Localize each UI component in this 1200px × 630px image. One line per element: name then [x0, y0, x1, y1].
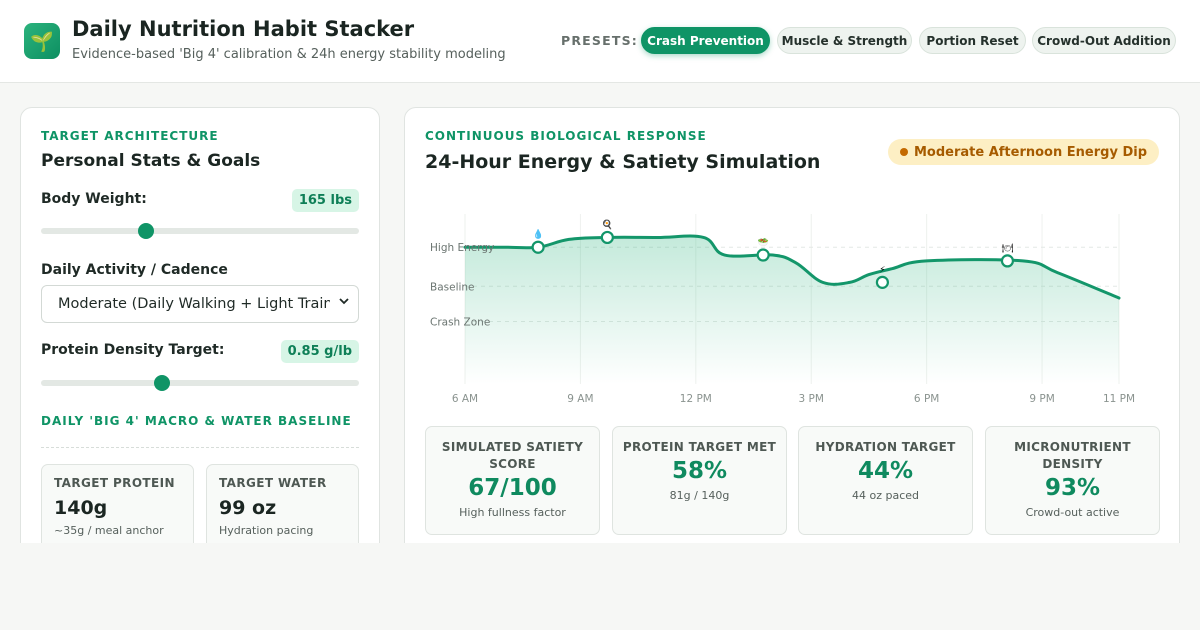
target-water-label: TARGET WATER	[219, 476, 327, 490]
micronutrient-density-value: 93%	[1044, 475, 1101, 501]
y-level-label: Baseline	[430, 281, 475, 293]
target-water-value: 99 oz	[219, 497, 277, 519]
energy-status-badge: Moderate Afternoon Energy Dip	[887, 139, 1159, 165]
x-tick-label: 3 PM	[799, 393, 824, 405]
stats-goals-panel: TARGET ARCHITECTURE Personal Stats & Goa…	[20, 107, 380, 607]
protein-density-slider[interactable]	[41, 375, 359, 391]
viewport-fold	[0, 543, 1200, 630]
y-level-label: Crash Zone	[430, 316, 490, 328]
presets-label: PRESETS:	[561, 33, 638, 48]
meal-event-marker[interactable]	[875, 275, 890, 289]
micronutrient-density-note: Crowd-out active	[1025, 506, 1120, 519]
app-subtitle: Evidence-based 'Big 4' calibration & 24h…	[72, 47, 506, 62]
hydration-target-note: 44 oz paced	[851, 489, 919, 502]
activity-label: Daily Activity / Cadence	[41, 262, 228, 278]
body-weight-value-badge: 165 lbs	[291, 189, 359, 212]
salad-icon: 🥗	[758, 237, 769, 248]
energy-status-text: Moderate Afternoon Energy Dip	[913, 144, 1147, 160]
protein-density-label: Protein Density Target:	[41, 342, 225, 358]
preset-portion-reset[interactable]: Portion Reset	[919, 27, 1026, 54]
x-tick-label: 11 PM	[1103, 393, 1135, 405]
hydration-target-value: 44%	[857, 458, 914, 484]
protein-density-slider-thumb[interactable]	[153, 375, 170, 391]
preset-muscle-strength[interactable]: Muscle & Strength	[777, 27, 912, 54]
body-weight-slider-thumb[interactable]	[137, 223, 154, 239]
target-water-note: Hydration pacing	[219, 524, 314, 537]
sprout-logo-icon: 🌱	[24, 23, 60, 59]
x-tick-label: 12 PM	[680, 393, 712, 405]
dinner-plate-icon: 🍽	[1002, 243, 1014, 254]
biological-response-tag: CONTINUOUS BIOLOGICAL RESPONSE	[425, 129, 707, 143]
activity-select[interactable]: Moderate (Daily Walking + Light Training…	[41, 285, 359, 323]
satiety-score-label: SIMULATED SATIETY SCORE	[441, 440, 584, 471]
satiety-score-value: 67/100	[468, 475, 557, 501]
energy-satiety-chart: High Energy Baseline Crash Zone 6 AM 9 AM 12…	[430, 214, 1135, 405]
meal-event-marker[interactable]	[756, 248, 770, 262]
target-protein-value: 140g	[54, 497, 108, 519]
x-tick-label: 6 PM	[914, 393, 939, 405]
status-dot-icon	[899, 148, 908, 156]
target-architecture-tag: TARGET ARCHITECTURE	[41, 129, 219, 143]
target-protein-label: TARGET PROTEIN	[54, 476, 175, 490]
hydration-target-card: HYDRATION TARGET 44% 44 oz paced	[798, 426, 973, 535]
protein-met-card: PROTEIN TARGET MET 58% 81g / 140g	[612, 426, 787, 535]
chevron-down-icon	[338, 295, 350, 310]
meal-event-marker[interactable]	[600, 230, 614, 245]
satiety-score-card: SIMULATED SATIETY SCORE 67/100 High full…	[425, 426, 600, 535]
activity-selected-value: Moderate (Daily Walking + Light Training…	[58, 296, 330, 312]
x-tick-label: 6 AM	[452, 393, 478, 405]
stats-goals-title: Personal Stats & Goals	[41, 151, 261, 171]
water-drop-icon: 💧	[532, 228, 543, 240]
hydration-target-label: HYDRATION TARGET	[815, 440, 956, 454]
energy-bolt-icon: ⚡	[879, 265, 885, 275]
micronutrient-density-card: MICRONUTRIENT DENSITY 93% Crowd-out acti…	[985, 426, 1160, 535]
y-level-label: High Energy	[430, 242, 494, 254]
preset-crash-prevention[interactable]: Crash Prevention	[641, 27, 770, 54]
big4-baseline-tag: DAILY 'BIG 4' MACRO & WATER BASELINE	[41, 414, 352, 428]
protein-density-value-badge: 0.85 g/lb	[280, 340, 359, 363]
x-tick-label: 9 AM	[567, 393, 593, 405]
protein-met-note: 81g / 140g	[669, 489, 730, 502]
body-weight-slider[interactable]	[41, 223, 359, 239]
app-header: 🌱 Daily Nutrition Habit Stacker Evidence…	[0, 0, 1200, 83]
target-protein-note: ~35g / meal anchor	[54, 524, 164, 537]
energy-simulation-panel: CONTINUOUS BIOLOGICAL RESPONSE 24-Hour E…	[404, 107, 1180, 607]
simulation-title: 24-Hour Energy & Satiety Simulation	[425, 151, 821, 173]
micronutrient-density-label: MICRONUTRIENT DENSITY	[1014, 440, 1131, 471]
protein-met-label: PROTEIN TARGET MET	[622, 440, 777, 454]
energy-curve-line	[463, 234, 1121, 300]
meal-event-marker[interactable]	[531, 240, 545, 254]
energy-area-fill	[465, 236, 1119, 384]
satiety-score-note: High fullness factor	[459, 506, 566, 519]
breakfast-icon: 🍳	[602, 218, 613, 230]
preset-crowd-out-addition[interactable]: Crowd-Out Addition	[1032, 27, 1176, 54]
x-tick-label: 9 PM	[1029, 393, 1054, 405]
meal-event-marker[interactable]	[1000, 254, 1015, 268]
protein-met-value: 58%	[671, 458, 728, 484]
section-divider	[41, 447, 359, 448]
body-weight-label: Body Weight:	[41, 191, 147, 207]
app-title: Daily Nutrition Habit Stacker	[72, 17, 415, 41]
